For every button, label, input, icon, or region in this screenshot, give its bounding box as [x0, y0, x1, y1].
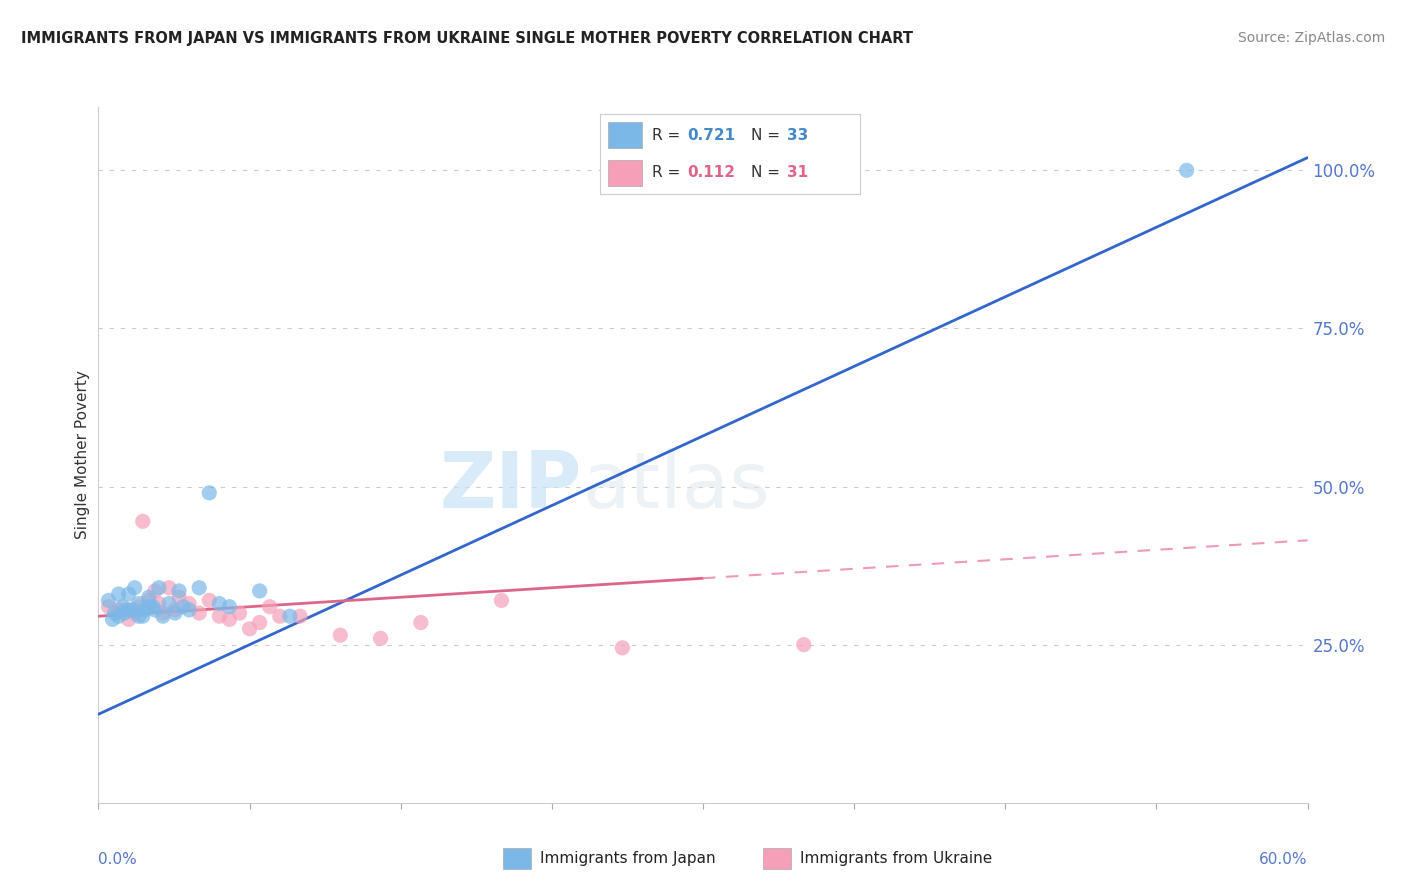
Y-axis label: Single Mother Poverty: Single Mother Poverty: [75, 370, 90, 540]
Point: [163, 606, 186, 620]
Point: [143, 603, 166, 617]
Point: [128, 599, 150, 614]
Point: [138, 591, 160, 605]
Point: [101, 612, 124, 626]
Point: [269, 609, 291, 624]
Point: [218, 612, 240, 626]
Point: [370, 632, 392, 646]
Text: Source: ZipAtlas.com: Source: ZipAtlas.com: [1237, 31, 1385, 45]
Point: [288, 609, 311, 624]
Point: [152, 606, 174, 620]
Point: [114, 603, 136, 617]
Point: [198, 486, 221, 500]
Point: [249, 583, 271, 598]
FancyBboxPatch shape: [503, 848, 531, 869]
Point: [107, 587, 129, 601]
Point: [239, 622, 262, 636]
Point: [167, 583, 190, 598]
Text: 60.0%: 60.0%: [1260, 852, 1308, 866]
Point: [142, 599, 165, 614]
Text: Immigrants from Ukraine: Immigrants from Ukraine: [800, 851, 993, 866]
Text: IMMIGRANTS FROM JAPAN VS IMMIGRANTS FROM UKRAINE SINGLE MOTHER POVERTY CORRELATI: IMMIGRANTS FROM JAPAN VS IMMIGRANTS FROM…: [21, 31, 912, 46]
Point: [228, 606, 250, 620]
Point: [143, 583, 166, 598]
Point: [128, 609, 150, 624]
Point: [107, 603, 129, 617]
Point: [118, 612, 141, 626]
Point: [491, 593, 513, 607]
Point: [163, 603, 186, 617]
Point: [208, 597, 231, 611]
Point: [198, 593, 221, 607]
Text: 0.0%: 0.0%: [98, 852, 138, 866]
Point: [157, 597, 180, 611]
FancyBboxPatch shape: [763, 848, 792, 869]
Point: [148, 597, 170, 611]
Point: [329, 628, 352, 642]
Point: [409, 615, 432, 630]
Point: [138, 599, 160, 614]
Point: [278, 609, 301, 624]
Text: Immigrants from Japan: Immigrants from Japan: [540, 851, 716, 866]
Point: [167, 591, 190, 605]
Point: [124, 606, 146, 620]
Point: [138, 593, 160, 607]
Point: [118, 587, 141, 601]
Point: [157, 581, 180, 595]
Point: [103, 606, 125, 620]
Point: [208, 609, 231, 624]
Text: ZIP: ZIP: [440, 448, 582, 524]
Point: [121, 603, 143, 617]
Point: [118, 603, 141, 617]
Point: [152, 609, 174, 624]
Point: [134, 603, 156, 617]
Point: [218, 599, 240, 614]
Point: [107, 609, 129, 624]
Point: [111, 599, 134, 614]
Point: [132, 514, 155, 528]
Point: [97, 599, 120, 614]
Point: [188, 581, 211, 595]
Point: [188, 606, 211, 620]
Point: [259, 599, 281, 614]
Text: atlas: atlas: [582, 448, 769, 524]
Point: [179, 597, 201, 611]
Point: [793, 638, 815, 652]
Point: [128, 597, 150, 611]
Point: [1175, 163, 1198, 178]
Point: [114, 606, 136, 620]
Point: [124, 581, 146, 595]
Point: [249, 615, 271, 630]
Point: [132, 609, 155, 624]
Point: [172, 599, 194, 614]
Point: [612, 640, 634, 655]
Point: [97, 593, 120, 607]
Point: [148, 581, 170, 595]
Point: [179, 603, 201, 617]
